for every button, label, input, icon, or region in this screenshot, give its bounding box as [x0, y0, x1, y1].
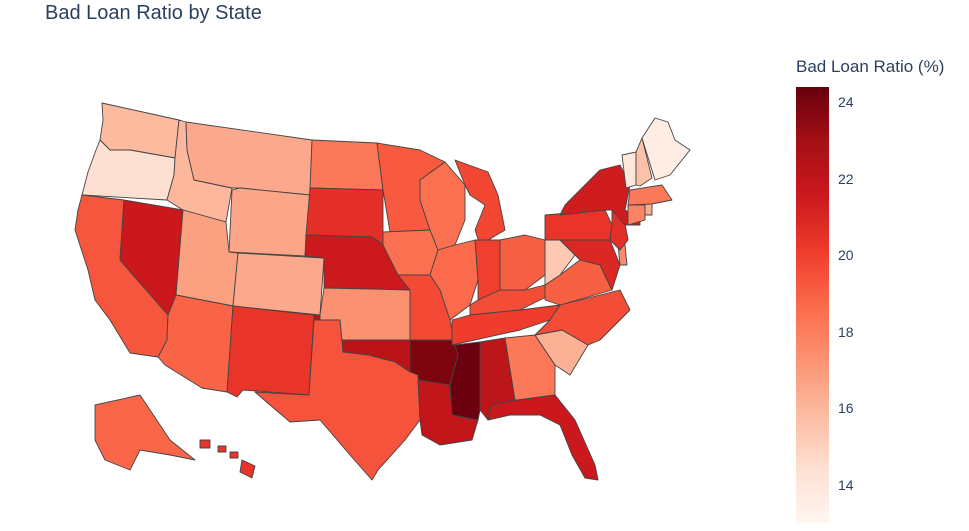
state-mi[interactable]: MI: 19.8 [454, 159, 506, 246]
state-ri[interactable]: RI: 16.4 [644, 203, 653, 216]
state-nh[interactable]: NH: 15.6 [635, 137, 653, 187]
state-fl[interactable]: FL: 21.6 [487, 394, 599, 481]
state-nc[interactable]: NC: 19.6 [534, 289, 631, 346]
colorbar-tick-label: 24 [838, 94, 854, 111]
colorbar-tick-label: 16 [838, 400, 854, 417]
state-nm[interactable]: NM: 20.4 [226, 305, 315, 398]
state-nd[interactable]: ND: 18.2 [309, 139, 384, 191]
state-ny[interactable]: NY: 21.4 [559, 164, 641, 226]
chart-title: Bad Loan Ratio by State [45, 2, 262, 24]
state-pa[interactable]: PA: 20.4 [544, 209, 613, 241]
state-oh[interactable]: OH: 19 [499, 234, 546, 291]
state-wy[interactable]: WY: 16.6 [228, 187, 311, 257]
colorbar-tick-label: 20 [838, 247, 854, 264]
state-tx[interactable]: TX: 19.4 [254, 319, 421, 481]
state-ak[interactable]: AK: 18.8 [94, 394, 196, 471]
state-hi[interactable]: HI: 20.4 [199, 439, 256, 479]
state-in[interactable]: IN: 20 [474, 239, 501, 301]
state-me[interactable]: ME: 13.6 [641, 117, 691, 181]
state-co[interactable]: CO: 16.5 [232, 252, 325, 316]
colorbar-title: Bad Loan Ratio (%) [796, 57, 945, 76]
us-state-map: WA: 15.9OR: 14.4CA: 19.3NV: 21.6ID: 16MT… [74, 102, 691, 481]
state-md[interactable]: MD: 20.9 [559, 239, 621, 291]
state-ct[interactable]: CT: 17.8 [627, 204, 646, 226]
state-ma[interactable]: MA: 18.2 [627, 184, 673, 206]
colorbar-tick-label: 18 [838, 323, 854, 340]
state-ut[interactable]: UT: 16.8 [175, 209, 239, 307]
colorbar-tick-label: 14 [838, 476, 854, 493]
colorbar-gradient [796, 87, 829, 523]
colorbar-tick-label: 22 [838, 170, 854, 187]
